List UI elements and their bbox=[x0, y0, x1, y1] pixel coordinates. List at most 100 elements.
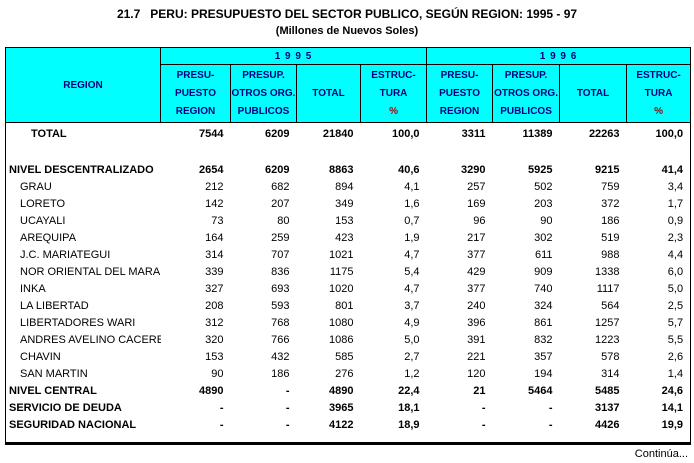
cell-1995-presupuesto: - bbox=[219, 402, 224, 414]
cell-1996-estructura: 5,0 bbox=[667, 283, 684, 295]
cell-1996-presupuesto: 391 bbox=[467, 334, 486, 346]
region-label: CHAVIN bbox=[20, 351, 61, 363]
col-header-estructura-1996: ESTRUC- TURA % bbox=[626, 64, 692, 123]
region-label: ANDRES AVELINO CACERES bbox=[20, 334, 161, 346]
cell-1996-total: 1117 bbox=[596, 283, 620, 295]
percent-symbol: % bbox=[654, 105, 663, 117]
page-title: 21.7 PERU: PRESUPUESTO DEL SECTOR PUBLIC… bbox=[116, 7, 578, 21]
cell-1996-estructura: 2,6 bbox=[667, 351, 684, 363]
cell-1995-estructura: 1,6 bbox=[404, 198, 420, 210]
cell-1995-otros-org: 682 bbox=[271, 181, 290, 193]
table-row: SEGURIDAD NACIONAL - - 4122 18,9 - - 442… bbox=[6, 417, 691, 434]
cell-1995-estructura: 4,9 bbox=[404, 317, 420, 329]
cell-1996-otros-org: 5464 bbox=[528, 385, 553, 397]
table-row: J.C. MARIATEGUI 314 707 1021 4,7 377 611… bbox=[6, 247, 691, 264]
cell-1996-otros-org: 861 bbox=[534, 317, 553, 329]
cell-1996-estructura: 14,1 bbox=[661, 402, 684, 414]
cell-1995-otros-org: 6209 bbox=[265, 128, 290, 140]
cell-1995-otros-org: 207 bbox=[271, 198, 290, 210]
cell-1996-otros-org: - bbox=[548, 419, 553, 431]
cell-1996-otros-org: 90 bbox=[540, 215, 553, 227]
region-label: AREQUIPA bbox=[20, 232, 77, 244]
header-line: PRESU- bbox=[176, 69, 215, 81]
cell-1996-otros-org: 11389 bbox=[522, 128, 553, 140]
region-label: GRAU bbox=[20, 181, 52, 193]
cell-1996-total: 988 bbox=[601, 249, 620, 261]
cell-1995-estructura: 40,6 bbox=[398, 164, 420, 176]
cell-1996-estructura: 100,0 bbox=[655, 128, 684, 140]
cell-1996-presupuesto: 96 bbox=[473, 215, 486, 227]
header-line: PRESUP. bbox=[242, 69, 285, 81]
col-header-total-1995: TOTAL bbox=[296, 64, 361, 123]
cell-1996-total: 5485 bbox=[595, 385, 620, 397]
col-header-presupuesto-region-1995: PRESU- PUESTO REGION bbox=[160, 64, 231, 123]
region-column-header: REGION bbox=[5, 47, 161, 123]
table-row: NIVEL DESCENTRALIZADO 2654 6209 8863 40,… bbox=[6, 162, 691, 179]
table-row: SERVICIO DE DEUDA - - 3965 18,1 - - 3137… bbox=[6, 400, 691, 417]
cell-1996-presupuesto: 169 bbox=[467, 198, 486, 210]
cell-1995-estructura: 5,4 bbox=[404, 266, 420, 278]
table-row: LORETO 142 207 349 1,6 169 203 372 1,7 bbox=[6, 196, 691, 213]
continua-note: Continúa... bbox=[634, 448, 688, 460]
region-label: J.C. MARIATEGUI bbox=[20, 249, 111, 261]
region-label: UCAYALI bbox=[20, 215, 66, 227]
cell-1996-presupuesto: 377 bbox=[467, 283, 486, 295]
cell-1995-estructura: 4,1 bbox=[404, 181, 420, 193]
cell-1996-presupuesto: - bbox=[481, 419, 486, 431]
cell-1995-total: 349 bbox=[335, 198, 354, 210]
cell-1996-total: 372 bbox=[601, 198, 620, 210]
table-row: LIBERTADORES WARI 312 768 1080 4,9 396 8… bbox=[6, 315, 691, 332]
cell-1996-presupuesto: 120 bbox=[467, 368, 486, 380]
cell-1996-presupuesto: 240 bbox=[467, 300, 486, 312]
cell-1995-presupuesto: 312 bbox=[205, 317, 224, 329]
year-1995-header: 1 9 9 5 bbox=[159, 47, 428, 65]
cell-1996-estructura: 4,4 bbox=[667, 249, 684, 261]
cell-1995-presupuesto: 7544 bbox=[199, 128, 224, 140]
cell-1996-presupuesto: 3311 bbox=[461, 128, 486, 140]
cell-1996-presupuesto: 3290 bbox=[461, 164, 486, 176]
cell-1995-presupuesto: 208 bbox=[205, 300, 224, 312]
table-row: LA LIBERTAD 208 593 801 3,7 240 324 564 … bbox=[6, 298, 691, 315]
cell-1996-total: 564 bbox=[601, 300, 620, 312]
region-label: INKA bbox=[20, 283, 46, 295]
cell-1996-estructura: 1,4 bbox=[667, 368, 684, 380]
cell-1995-otros-org: - bbox=[285, 402, 290, 414]
cell-1995-presupuesto: 320 bbox=[205, 334, 224, 346]
table-row: INKA 327 693 1020 4,7 377 740 1117 5,0 bbox=[6, 281, 691, 298]
cell-1995-presupuesto: 164 bbox=[205, 232, 224, 244]
cell-1996-presupuesto: - bbox=[481, 402, 486, 414]
budget-table: REGION 1 9 9 5 1 9 9 6 PRESU- PUESTO REG… bbox=[5, 47, 692, 445]
col-header-otros-org-1996: PRESUP. OTROS ORG. PUBLICOS bbox=[492, 64, 561, 123]
cell-1995-estructura: 18,1 bbox=[398, 402, 420, 414]
cell-1995-otros-org: 593 bbox=[271, 300, 290, 312]
table-row: SAN MARTIN 90 186 276 1,2 120 194 314 1,… bbox=[6, 366, 691, 383]
region-label: TOTAL bbox=[31, 128, 67, 140]
table-row: ANDRES AVELINO CACERES 320 766 1086 5,0 … bbox=[6, 332, 691, 349]
table-row: AREQUIPA 164 259 423 1,9 217 302 519 2,3 bbox=[6, 230, 691, 247]
header-line: PUBLICOS bbox=[237, 105, 290, 117]
cell-1996-estructura: 2,3 bbox=[667, 232, 684, 244]
region-label: NIVEL CENTRAL bbox=[9, 385, 97, 397]
header-line: PRESU- bbox=[440, 69, 479, 81]
cell-1996-estructura: 5,7 bbox=[667, 317, 684, 329]
col-header-estructura-1995: ESTRUC- TURA % bbox=[359, 64, 428, 123]
cell-1995-otros-org: 80 bbox=[277, 215, 290, 227]
cell-1995-total: 276 bbox=[335, 368, 354, 380]
cell-1996-estructura: 0,9 bbox=[667, 215, 684, 227]
region-label: SEGURIDAD NACIONAL bbox=[9, 419, 137, 431]
cell-1996-total: 314 bbox=[601, 368, 620, 380]
cell-1996-presupuesto: 396 bbox=[467, 317, 486, 329]
header-line: PUESTO bbox=[175, 87, 216, 99]
cell-1995-total: 153 bbox=[335, 215, 354, 227]
cell-1996-presupuesto: 221 bbox=[467, 351, 486, 363]
cell-1995-total: 8863 bbox=[329, 164, 354, 176]
cell-1996-otros-org: 357 bbox=[534, 351, 553, 363]
cell-1996-presupuesto: 21 bbox=[473, 385, 486, 397]
cell-1995-total: 1175 bbox=[329, 266, 354, 278]
cell-1995-estructura: 5,0 bbox=[404, 334, 420, 346]
cell-1996-total: 578 bbox=[601, 351, 620, 363]
year-1996-header: 1 9 9 6 bbox=[426, 47, 692, 65]
cell-1995-estructura: 4,7 bbox=[404, 249, 420, 261]
page-subtitle: (Millones de Nuevos Soles) bbox=[275, 25, 419, 37]
header-line: REGION bbox=[175, 105, 216, 117]
